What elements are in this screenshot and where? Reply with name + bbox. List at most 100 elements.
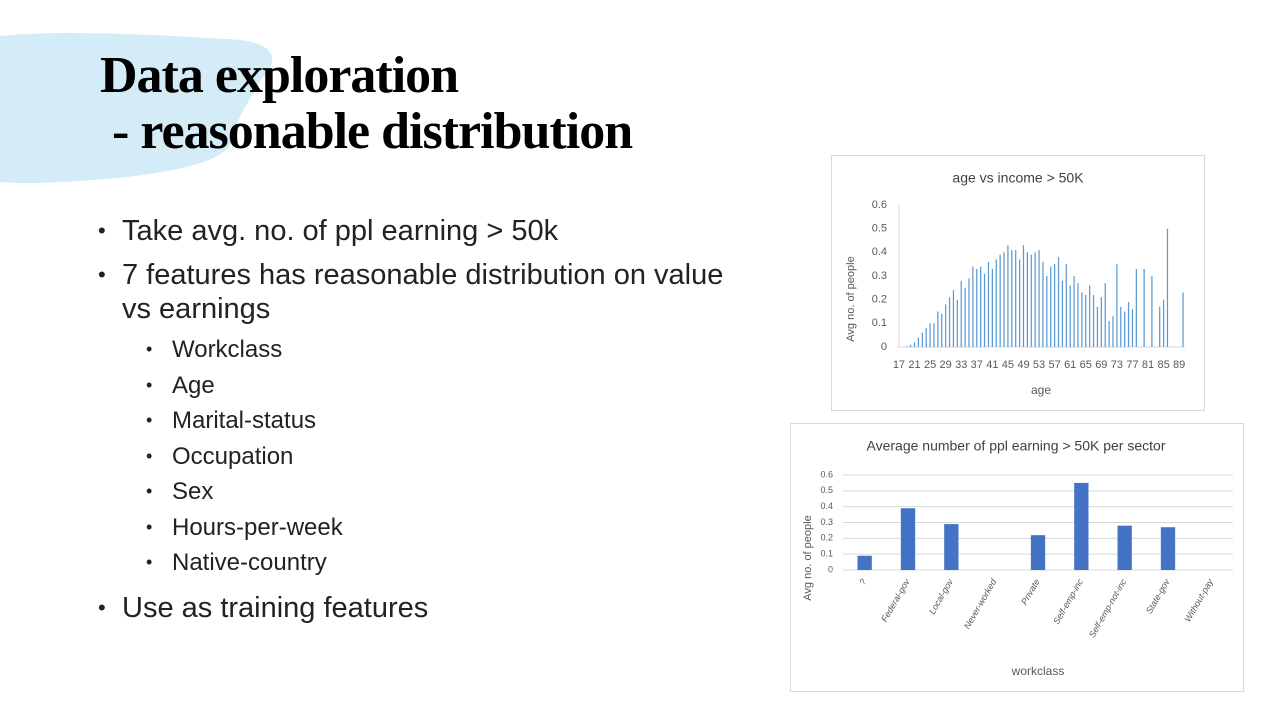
y-tick-label: 0.1 [872, 317, 887, 329]
bar [964, 287, 966, 347]
x-tick-label: 53 [1033, 359, 1045, 371]
slide-title: Data exploration - reasonable distributi… [100, 48, 633, 160]
bar [1085, 294, 1087, 347]
sub-bullet: Workclass [122, 332, 738, 368]
bar [960, 280, 962, 347]
bar [1104, 283, 1106, 347]
bar [1120, 306, 1122, 347]
bar [1053, 264, 1056, 347]
bar [1069, 285, 1071, 347]
bar [1030, 535, 1046, 570]
bar [1100, 297, 1102, 347]
bullet-list: Take avg. no. of ppl earning > 50k 7 fea… [98, 214, 738, 635]
x-axis-label: age [1031, 383, 1051, 397]
brush-decoration [0, 33, 273, 184]
bar [983, 273, 986, 347]
bullet: Take avg. no. of ppl earning > 50k [98, 214, 738, 248]
bar [980, 266, 982, 347]
y-tick-label: 0.2 [872, 294, 887, 306]
y-tick-label: 0.5 [872, 223, 887, 235]
y-tick-label: 0.3 [872, 270, 887, 282]
bar [1160, 527, 1176, 570]
bar [945, 304, 947, 347]
bar [1124, 311, 1126, 347]
title-line: - reasonable distribution [100, 103, 633, 160]
bar [937, 311, 939, 347]
y-tick-label: 0.4 [872, 246, 887, 258]
bar [1159, 306, 1161, 347]
bar [1162, 299, 1165, 347]
y-tick-label: 0.6 [872, 199, 887, 211]
bar [1046, 276, 1048, 347]
brush-shape [0, 33, 273, 184]
y-tick-label: 0.3 [820, 517, 833, 527]
sub-bullet: Occupation [122, 439, 738, 475]
x-tick-label: 69 [1095, 359, 1107, 371]
bar [917, 337, 920, 347]
bar [1096, 306, 1099, 347]
bar [1022, 245, 1025, 347]
x-tick-label: 89 [1173, 359, 1185, 371]
bar [1151, 276, 1153, 347]
bar [1089, 285, 1091, 347]
bar [1108, 320, 1110, 347]
x-tick-label: 29 [940, 359, 952, 371]
bar [944, 524, 959, 570]
bar [1050, 266, 1052, 347]
bar [1034, 252, 1036, 347]
bar [1057, 257, 1060, 347]
bar [1011, 249, 1013, 347]
x-tick-label: 73 [1111, 359, 1123, 371]
bar [1061, 280, 1064, 347]
sub-bullet: Hours-per-week [122, 510, 738, 546]
bar [976, 268, 978, 347]
bar [991, 268, 993, 347]
x-axis-label: workclass [1011, 664, 1065, 678]
sub-list: Workclass Age Marital-status Occupation … [122, 332, 738, 581]
bar [1143, 268, 1145, 347]
bar [1003, 252, 1005, 347]
x-tick-label: 25 [924, 359, 936, 371]
bar [948, 297, 951, 347]
y-tick-label: 0.6 [820, 469, 833, 479]
x-tick-label: 37 [971, 359, 983, 371]
bar [1112, 316, 1114, 347]
bar [1131, 309, 1134, 347]
bar [1042, 261, 1044, 347]
sub-bullet: Marital-status [122, 403, 738, 439]
y-axis-label: Avg no. of people [802, 515, 814, 600]
bar [1007, 245, 1009, 347]
x-tick-label: 17 [893, 359, 905, 371]
sub-bullet: Native-country [122, 545, 738, 581]
x-tick-label: 57 [1048, 359, 1060, 371]
y-tick-label: 0.4 [820, 501, 833, 511]
bar [1073, 276, 1075, 347]
x-tick-label: 85 [1157, 359, 1169, 371]
bar [1015, 249, 1017, 347]
bar [956, 299, 958, 347]
bar [906, 346, 908, 347]
bar [1065, 264, 1067, 347]
bar [933, 323, 935, 347]
sub-bullet: Sex [122, 474, 738, 510]
bar [929, 323, 931, 347]
bar [1030, 254, 1032, 347]
chart-frame [831, 155, 1205, 411]
bar [1117, 525, 1132, 570]
x-tick-label: 61 [1064, 359, 1076, 371]
y-tick-label: 0.5 [820, 485, 833, 495]
x-tick-label: 45 [1002, 359, 1014, 371]
bar [913, 342, 916, 347]
bullet-text: 7 features has reasonable distribution o… [122, 259, 724, 325]
bullet-text: Use as training features [122, 591, 429, 624]
bar [941, 313, 943, 347]
bar [900, 508, 916, 570]
bar [925, 328, 927, 347]
y-axis-label: Avg no. of people [845, 256, 857, 341]
y-tick-label: 0.1 [820, 549, 833, 559]
bar [921, 332, 923, 347]
bar [1166, 228, 1169, 347]
bar [1135, 268, 1137, 347]
